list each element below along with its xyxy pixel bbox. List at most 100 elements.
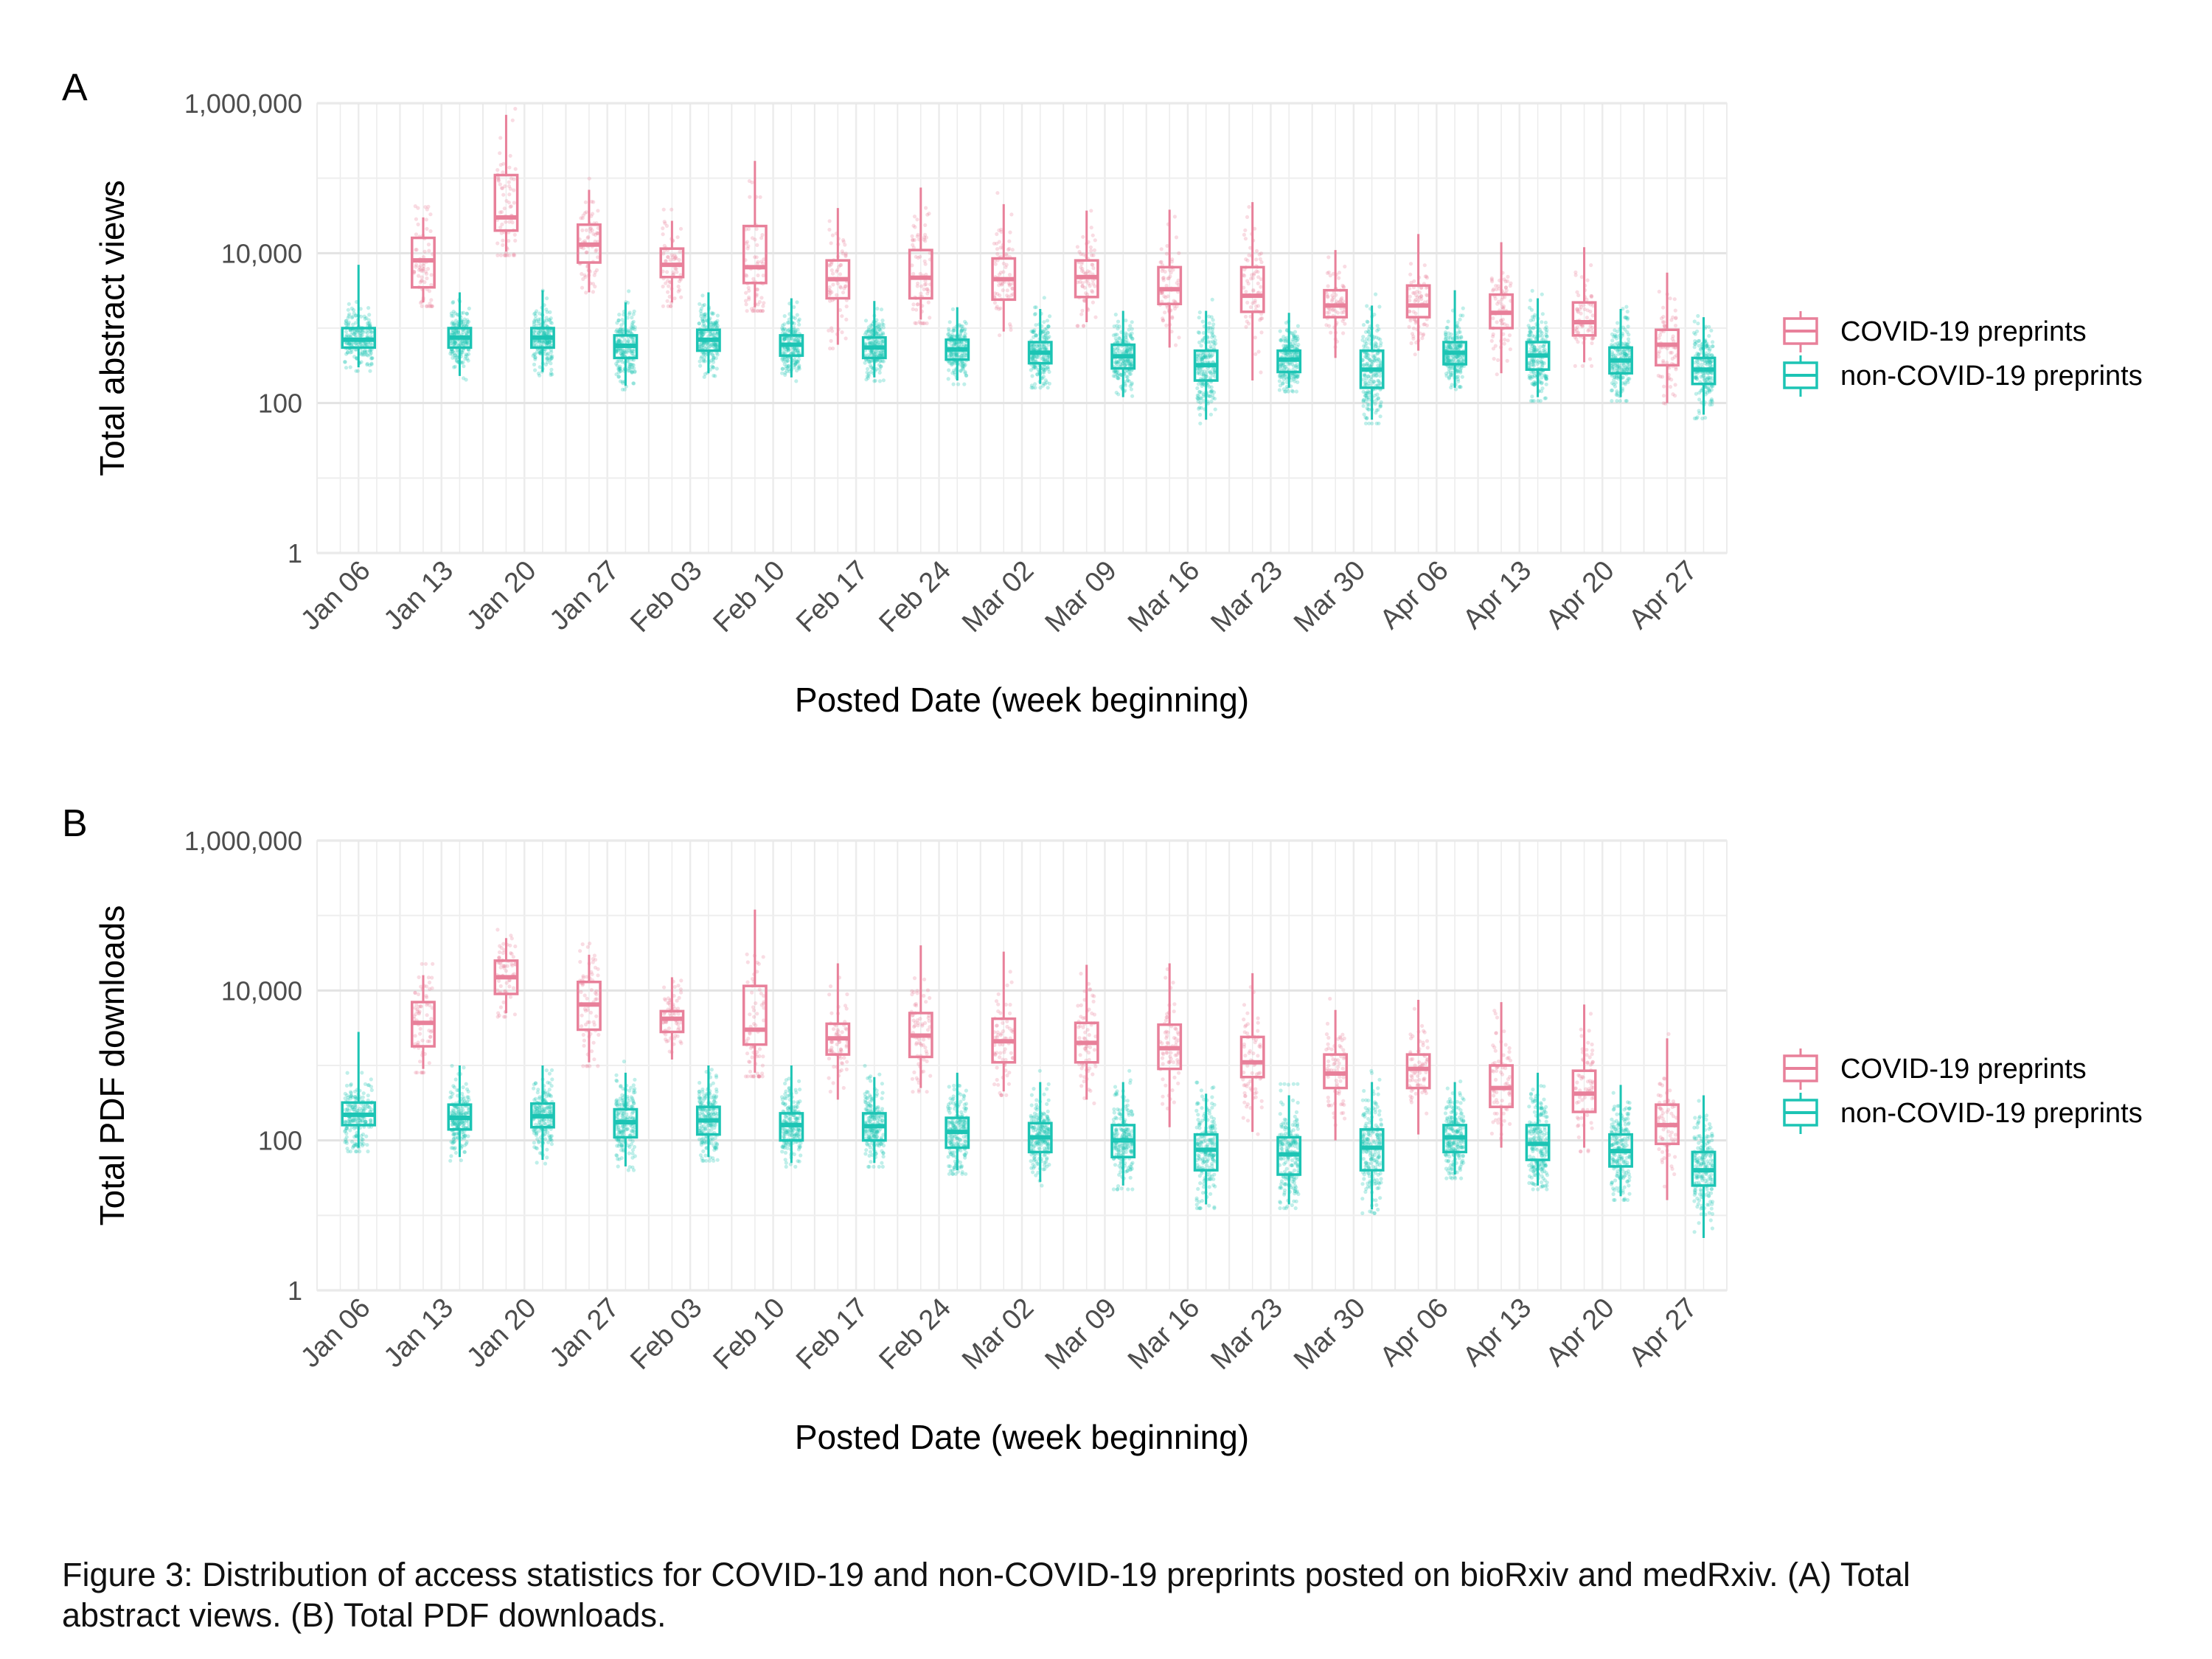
data-point (363, 349, 367, 354)
data-point (880, 319, 885, 323)
data-point (1669, 350, 1674, 355)
data-point (1659, 316, 1664, 321)
data-point (420, 275, 424, 279)
data-point (1575, 307, 1579, 311)
data-point (465, 340, 469, 344)
data-point (367, 321, 372, 325)
data-point (429, 1017, 434, 1021)
data-point (1294, 389, 1298, 394)
data-point (1259, 370, 1263, 375)
data-point (547, 340, 552, 344)
data-point (1007, 239, 1012, 243)
data-point (956, 382, 961, 386)
data-point (1340, 319, 1345, 323)
data-point (1505, 279, 1510, 283)
data-point (1251, 301, 1255, 305)
data-point (462, 376, 466, 380)
data-point (1530, 333, 1535, 338)
data-point (347, 334, 351, 338)
data-point (370, 356, 375, 361)
data-point (1503, 322, 1507, 327)
data-point (1703, 358, 1707, 363)
data-point (1032, 354, 1037, 359)
data-point (512, 253, 517, 257)
data-point (925, 287, 930, 291)
data-point (428, 1039, 432, 1043)
x-tick-label: Apr 13 (1457, 1293, 1537, 1373)
data-point (427, 1061, 431, 1065)
data-point (427, 289, 432, 293)
data-point (496, 178, 501, 182)
data-point (1590, 336, 1594, 341)
data-point (1242, 232, 1246, 237)
data-point (349, 316, 354, 320)
data-point (1042, 296, 1046, 300)
data-point (1590, 336, 1595, 341)
data-point (365, 331, 370, 335)
data-point (498, 163, 503, 167)
data-point (450, 338, 454, 343)
data-point (1503, 338, 1507, 342)
data-point (369, 356, 373, 361)
data-point (761, 261, 765, 265)
data-point (1656, 351, 1660, 355)
data-point (1500, 321, 1504, 326)
data-point (1613, 342, 1617, 347)
data-point (579, 216, 583, 220)
data-point (1006, 295, 1011, 299)
data-point (762, 257, 766, 262)
data-point (1046, 335, 1051, 340)
data-point (1196, 382, 1200, 386)
data-point (661, 251, 666, 256)
data-point (425, 984, 429, 989)
data-point (1539, 359, 1543, 364)
data-point (587, 176, 591, 181)
data-point (1499, 319, 1503, 323)
data-point (1253, 299, 1257, 303)
data-point (461, 342, 465, 347)
data-point (925, 291, 930, 296)
data-point (419, 268, 424, 273)
data-point (507, 220, 512, 224)
data-point (1506, 274, 1510, 279)
data-point (1326, 255, 1331, 260)
data-point (1253, 300, 1257, 305)
data-point (1160, 262, 1165, 267)
data-point (1530, 362, 1534, 366)
data-point (354, 369, 358, 373)
data-point (998, 333, 1002, 338)
data-point (840, 330, 844, 335)
data-point (1125, 348, 1130, 352)
data-point (842, 286, 846, 291)
box (1239, 265, 1265, 313)
data-point (1163, 310, 1167, 315)
data-point (911, 243, 915, 247)
data-point (1376, 408, 1380, 412)
data-point (418, 1032, 422, 1036)
data-point (589, 199, 594, 204)
data-point (495, 253, 500, 257)
data-point (1256, 270, 1260, 274)
data-point (596, 209, 600, 213)
data-point (542, 329, 546, 334)
data-point (459, 323, 465, 327)
data-point (756, 273, 760, 278)
data-point (673, 266, 678, 271)
data-point (784, 349, 788, 354)
data-point (538, 373, 542, 378)
data-point (1340, 296, 1344, 300)
data-point (418, 301, 423, 305)
data-point (1585, 278, 1590, 282)
data-point (1009, 212, 1014, 217)
data-point (414, 262, 419, 267)
data-point (1335, 310, 1340, 315)
data-point (344, 321, 348, 325)
data-point (362, 314, 366, 319)
data-point (347, 312, 352, 316)
data-point (1364, 352, 1368, 358)
data-point (841, 251, 845, 256)
data-point (1526, 324, 1531, 328)
x-axis-title: Posted Date (week beginning) (795, 1418, 1249, 1456)
data-point (1168, 274, 1172, 279)
data-point (667, 294, 672, 299)
